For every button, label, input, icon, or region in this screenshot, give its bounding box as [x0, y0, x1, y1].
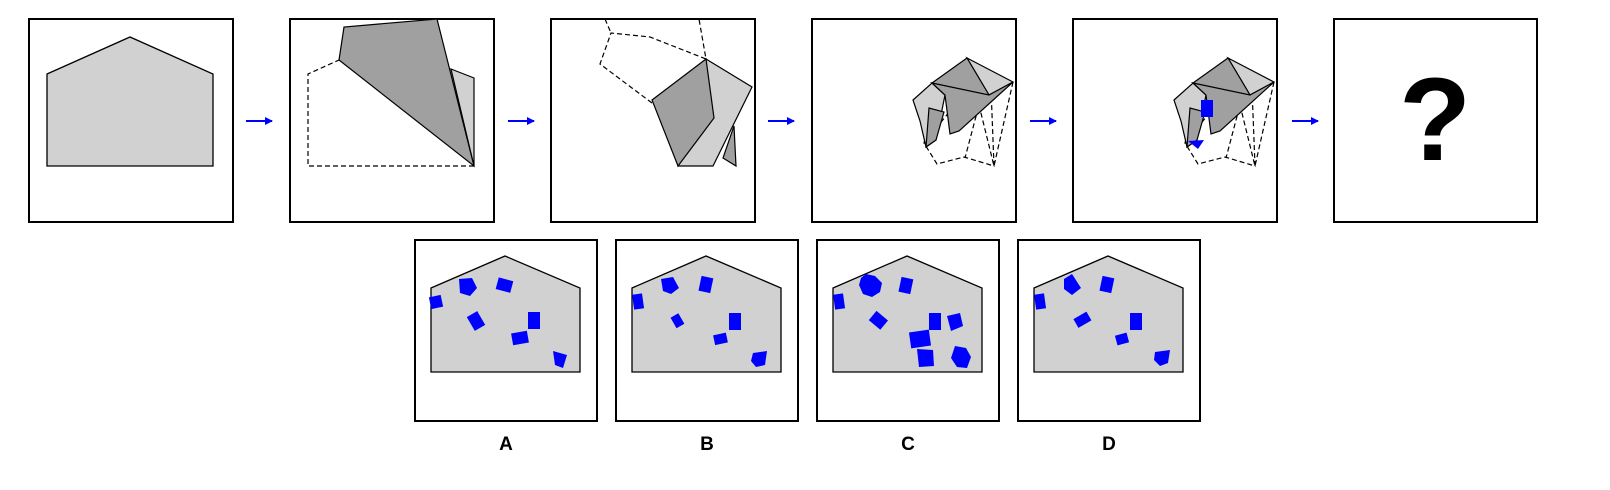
paper-dark-layer: [929, 81, 1014, 135]
step-4-frame: [811, 18, 1017, 223]
hole: [528, 312, 540, 329]
fold-outline-dashed: [599, 18, 707, 104]
step-5-frame: [1072, 18, 1278, 223]
hole: [553, 351, 567, 368]
hole: [868, 310, 888, 330]
hole: [908, 329, 932, 349]
hole: [929, 313, 941, 330]
hole: [511, 330, 529, 346]
hole: [951, 346, 971, 368]
option-d-label[interactable]: D: [1102, 434, 1116, 455]
step-4-panel: [811, 18, 1017, 223]
question-frame: [1333, 18, 1538, 223]
option-c-label[interactable]: C: [901, 434, 915, 455]
paper-folded-flap: [338, 18, 476, 168]
paper-sheet: [46, 36, 214, 167]
option-b-label[interactable]: B: [700, 434, 714, 455]
punched-hole: [1201, 100, 1213, 117]
fold-outline-dashed: [964, 81, 1014, 167]
hole: [428, 294, 444, 310]
fold-outline-dashed: [307, 59, 474, 167]
fold-outline-dashed: [1225, 81, 1275, 167]
option-c[interactable]: C: [816, 239, 1000, 455]
hole: [459, 278, 477, 296]
paper-dark-layer: [925, 107, 945, 149]
step-2-panel: [289, 18, 495, 223]
question-mark: ?: [1399, 54, 1471, 186]
option-d[interactable]: D: [1017, 239, 1201, 455]
hole: [466, 311, 486, 331]
hole: [670, 313, 685, 329]
fold-outline-dashed: [604, 18, 612, 34]
step-3-panel: [550, 18, 756, 223]
hole: [632, 293, 645, 310]
hole: [698, 275, 714, 294]
option-a[interactable]: A: [414, 239, 598, 455]
step-1-panel: [28, 18, 234, 223]
hole: [833, 293, 846, 310]
hole: [661, 277, 679, 294]
option-b[interactable]: B: [615, 239, 799, 455]
hole: [729, 313, 741, 330]
hole: [751, 351, 767, 367]
paper-dark-layer: [1190, 81, 1275, 135]
hole: [1064, 274, 1081, 295]
paper-dark-layer: [1186, 107, 1206, 149]
paper-back-sliver: [722, 125, 737, 168]
hole: [947, 313, 963, 331]
question-panel: ?: [1333, 18, 1538, 223]
hole: [1073, 311, 1092, 328]
hole: [859, 274, 882, 297]
hole: [713, 332, 728, 346]
hole: [1130, 313, 1142, 330]
hole: [1114, 332, 1130, 346]
hole: [1034, 293, 1047, 310]
step-5-panel: [1072, 18, 1278, 223]
hole: [1154, 350, 1170, 366]
hole: [898, 276, 914, 295]
hole: [917, 349, 934, 367]
hole: [495, 277, 514, 293]
paper-dark-layer: [651, 57, 715, 168]
punched-hole: [1188, 140, 1204, 149]
option-a-label[interactable]: A: [499, 434, 513, 455]
hole: [1099, 275, 1115, 294]
